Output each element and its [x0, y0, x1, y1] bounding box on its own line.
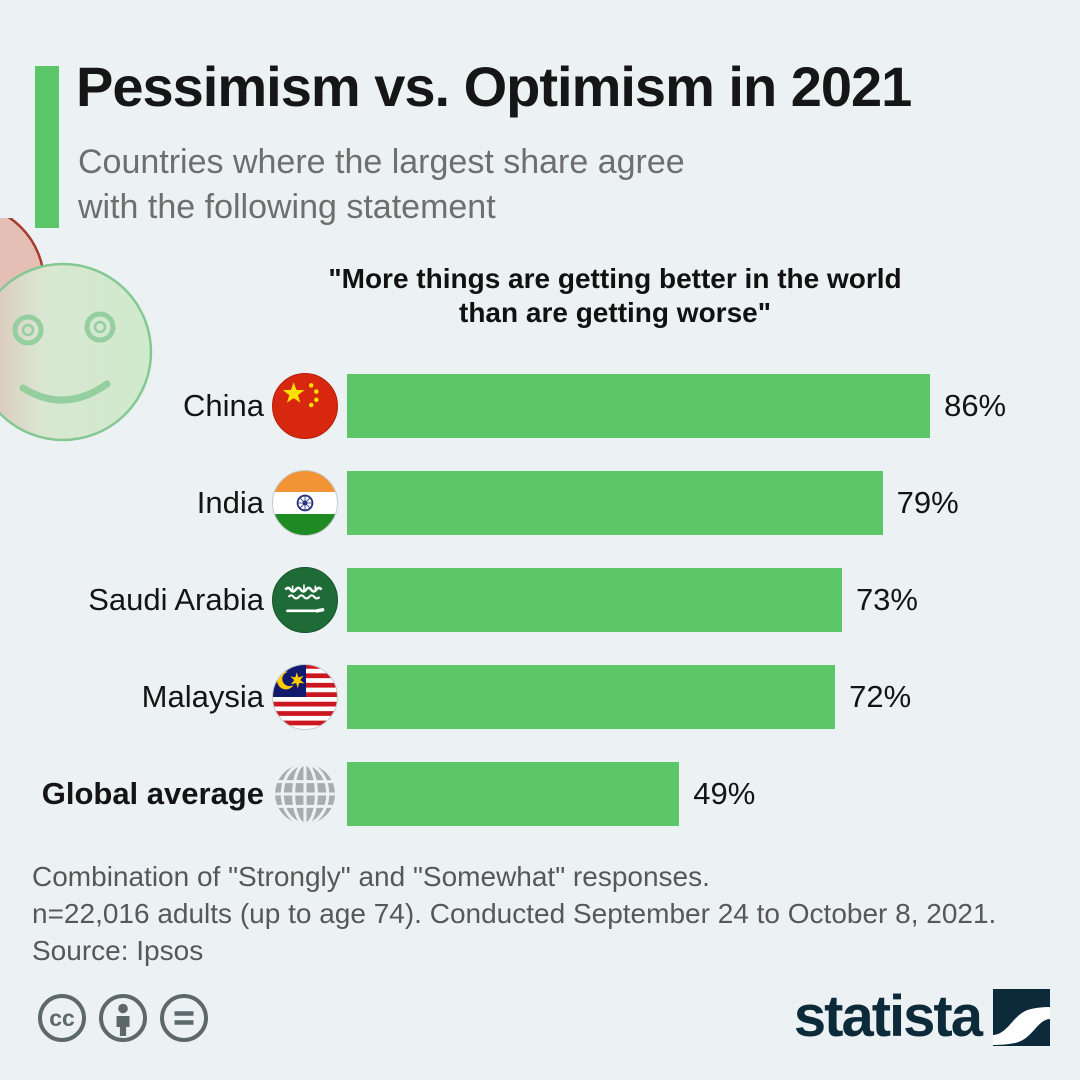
value-label-saudi-arabia: 73% [855, 582, 918, 617]
chart-row-saudi-arabia: Saudi Arabia 73% [0, 567, 1080, 633]
statista-wordmark: statista [793, 984, 983, 1049]
subtitle-line-1: Countries where the largest share agree [78, 143, 685, 181]
country-label-india: India [196, 485, 264, 520]
bar-india [347, 471, 883, 535]
value-label-malaysia: 72% [849, 679, 912, 714]
statista-logo: statista [794, 988, 1050, 1046]
chart-row-india: India 79% [0, 470, 1080, 536]
chart-row-china: China 86% [0, 373, 1080, 439]
no-derivatives-icon [160, 994, 208, 1042]
malaysia-flag-icon [272, 664, 338, 730]
india-flag-icon [272, 470, 338, 536]
quote-line-2: than are getting worse" [459, 297, 771, 328]
bar-saudi-arabia [347, 568, 842, 632]
country-label-saudi-arabia: Saudi Arabia [88, 582, 264, 617]
footnote: Combination of "Strongly" and "Somewhat"… [32, 858, 1052, 969]
value-label-india: 79% [896, 485, 959, 520]
value-label-global-average: 49% [693, 776, 756, 811]
globe-icon [272, 761, 338, 827]
footnote-line-1: Combination of "Strongly" and "Somewhat"… [32, 861, 710, 892]
source-label: Source: Ipsos [32, 935, 204, 966]
china-flag-icon [272, 373, 338, 439]
bar-chart: China 86% India [0, 373, 1080, 859]
smiley-faces-illustration [0, 210, 180, 458]
chart-row-malaysia: Malaysia [0, 664, 1080, 730]
bar-malaysia [347, 665, 836, 729]
saudi-arabia-flag-icon [272, 567, 338, 633]
bar-china [347, 374, 931, 438]
label-global-average: Global average [41, 776, 264, 811]
quote-line-1: "More things are getting better in the w… [328, 263, 902, 294]
statista-logo-icon [993, 988, 1050, 1046]
country-label-china: China [183, 388, 264, 423]
chart-row-global-average: Global average 49% [0, 762, 1080, 826]
smiley-icon [0, 210, 153, 442]
title-accent-bar [35, 66, 59, 228]
footnote-line-2: n=22,016 adults (up to age 74). Conducte… [32, 898, 997, 929]
statement-quote: "More things are getting better in the w… [150, 262, 1080, 330]
subtitle-line-2: with the following statement [78, 188, 496, 226]
page-subtitle: Countries where the largest share agree … [78, 140, 838, 230]
bar-global-average [347, 762, 680, 826]
value-label-china: 86% [944, 388, 1007, 423]
creative-commons-license: cc [36, 992, 210, 1044]
page-title: Pessimism vs. Optimism in 2021 [76, 55, 912, 118]
creative-commons-icon: cc [38, 994, 86, 1042]
svg-text:cc: cc [49, 1005, 75, 1031]
country-label-malaysia: Malaysia [141, 679, 264, 714]
attribution-icon [99, 994, 147, 1042]
